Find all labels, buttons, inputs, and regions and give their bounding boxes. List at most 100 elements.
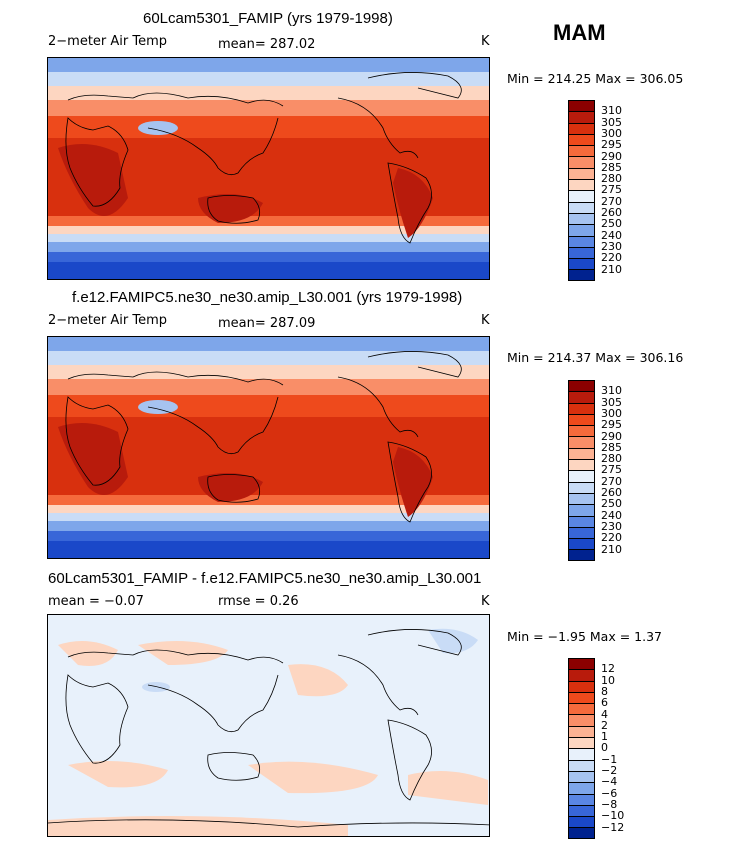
panel-2-variable-label: 2−meter Air Temp — [48, 313, 168, 328]
colorbar-swatch — [568, 680, 595, 692]
panel-1-title: 60Lcam5301_FAMIP (yrs 1979-1998) — [143, 10, 393, 27]
panel-3-map — [47, 614, 490, 837]
colorbar-label: 6 — [601, 696, 608, 710]
colorbar-swatch — [568, 759, 595, 771]
colorbar-swatch — [568, 549, 595, 561]
colorbar-swatch — [568, 703, 595, 715]
colorbar-swatch — [568, 782, 595, 794]
colorbar-swatch — [568, 714, 595, 726]
colorbar-label: 280 — [601, 172, 622, 186]
colorbar-label: −4 — [601, 775, 618, 789]
colorbar-swatch — [568, 133, 595, 146]
colorbar-swatch — [568, 770, 595, 783]
colorbar-label: 295 — [601, 418, 622, 432]
colorbar-label: 220 — [601, 531, 622, 545]
season-label: MAM — [553, 20, 606, 45]
colorbar-swatch — [568, 269, 595, 281]
colorbar-label: −2 — [601, 764, 618, 777]
colorbar-swatch — [568, 224, 595, 236]
colorbar-swatch — [568, 425, 595, 437]
panel-1-map — [47, 57, 490, 280]
panel-3-rmse: rmse = 0.26 — [218, 594, 299, 609]
colorbar-label: 10 — [601, 673, 615, 687]
colorbar-label: 230 — [601, 239, 622, 253]
colorbar-swatch — [568, 201, 595, 213]
colorbar-label: 210 — [601, 542, 622, 556]
colorbar-label: 270 — [601, 474, 622, 488]
panel-3-colorbar — [568, 658, 595, 839]
colorbar-swatch — [568, 504, 595, 516]
colorbar-swatch — [568, 447, 595, 460]
colorbar-label: −12 — [601, 820, 625, 834]
colorbar-label: 210 — [601, 262, 622, 276]
colorbar-swatch — [568, 111, 595, 123]
panel-3-mean: mean = −0.07 — [48, 594, 144, 609]
panel-1-units: K — [481, 34, 490, 49]
panel-1-mean: mean= 287.02 — [218, 37, 316, 52]
panel-2-units: K — [481, 313, 490, 328]
colorbar-label: 300 — [601, 126, 622, 140]
colorbar-label: 285 — [601, 440, 622, 454]
colorbar-label: 1 — [601, 730, 608, 744]
colorbar-swatch — [568, 515, 595, 527]
colorbar-swatch — [568, 122, 595, 134]
panel-2-minmax: Min = 214.37 Max = 306.16 — [507, 350, 684, 365]
colorbar-label: 305 — [601, 395, 622, 409]
colorbar-label: 270 — [601, 194, 622, 208]
colorbar-swatch — [568, 492, 595, 505]
colorbar-swatch — [568, 804, 595, 817]
colorbar-swatch — [568, 156, 595, 168]
difference-map — [48, 615, 489, 836]
panel-3-minmax: Min = −1.95 Max = 1.37 — [507, 629, 662, 644]
colorbar-swatch — [568, 658, 595, 670]
colorbar-label: 8 — [601, 684, 608, 698]
colorbar-swatch — [568, 538, 595, 550]
colorbar-swatch — [568, 413, 595, 426]
colorbar-label: 295 — [601, 138, 622, 152]
colorbar-swatch — [568, 691, 595, 704]
panel-2-map — [47, 336, 490, 559]
colorbar-swatch — [568, 459, 595, 471]
colorbar-swatch — [568, 380, 595, 392]
colorbar-label: 260 — [601, 206, 622, 219]
colorbar-swatch — [568, 179, 595, 191]
colorbar-swatch — [568, 793, 595, 805]
colorbar-swatch — [568, 827, 595, 839]
colorbar-label: −1 — [601, 752, 618, 766]
colorbar-swatch — [568, 212, 595, 225]
colorbar-swatch — [568, 816, 595, 828]
colorbar-label: 275 — [601, 463, 622, 477]
colorbar-swatch — [568, 470, 595, 482]
panel-1-variable-label: 2−meter Air Temp — [48, 34, 168, 49]
colorbar-label: 12 — [601, 662, 615, 676]
colorbar-label: 250 — [601, 497, 622, 511]
colorbar-swatch — [568, 748, 595, 760]
panel-1-minmax: Min = 214.25 Max = 306.05 — [507, 71, 684, 86]
colorbar-swatch — [568, 235, 595, 247]
colorbar-swatch — [568, 145, 595, 157]
colorbar-swatch — [568, 100, 595, 112]
colorbar-swatch — [568, 402, 595, 414]
colorbar-label: 310 — [601, 384, 622, 398]
colorbar-label: 0 — [601, 741, 608, 755]
panel-2-title: f.e12.FAMIPC5.ne30_ne30.amip_L30.001 (yr… — [72, 289, 463, 306]
colorbar-swatch — [568, 190, 595, 202]
colorbar-label: 290 — [601, 149, 622, 163]
temperature-map-1 — [48, 58, 489, 279]
panel-1-colorbar — [568, 100, 595, 281]
colorbar-swatch — [568, 246, 595, 259]
colorbar-label: 305 — [601, 115, 622, 129]
colorbar-label: 310 — [601, 104, 622, 118]
colorbar-label: 240 — [601, 228, 622, 242]
colorbar-label: 300 — [601, 406, 622, 420]
colorbar-label: −10 — [601, 809, 625, 823]
panel-3-units: K — [481, 594, 490, 609]
colorbar-label: 4 — [601, 707, 608, 721]
colorbar-label: 240 — [601, 508, 622, 522]
colorbar-swatch — [568, 481, 595, 493]
colorbar-swatch — [568, 526, 595, 539]
colorbar-swatch — [568, 669, 595, 681]
panel-2-mean: mean= 287.09 — [218, 316, 316, 331]
colorbar-swatch — [568, 391, 595, 403]
colorbar-label: 2 — [601, 718, 608, 732]
